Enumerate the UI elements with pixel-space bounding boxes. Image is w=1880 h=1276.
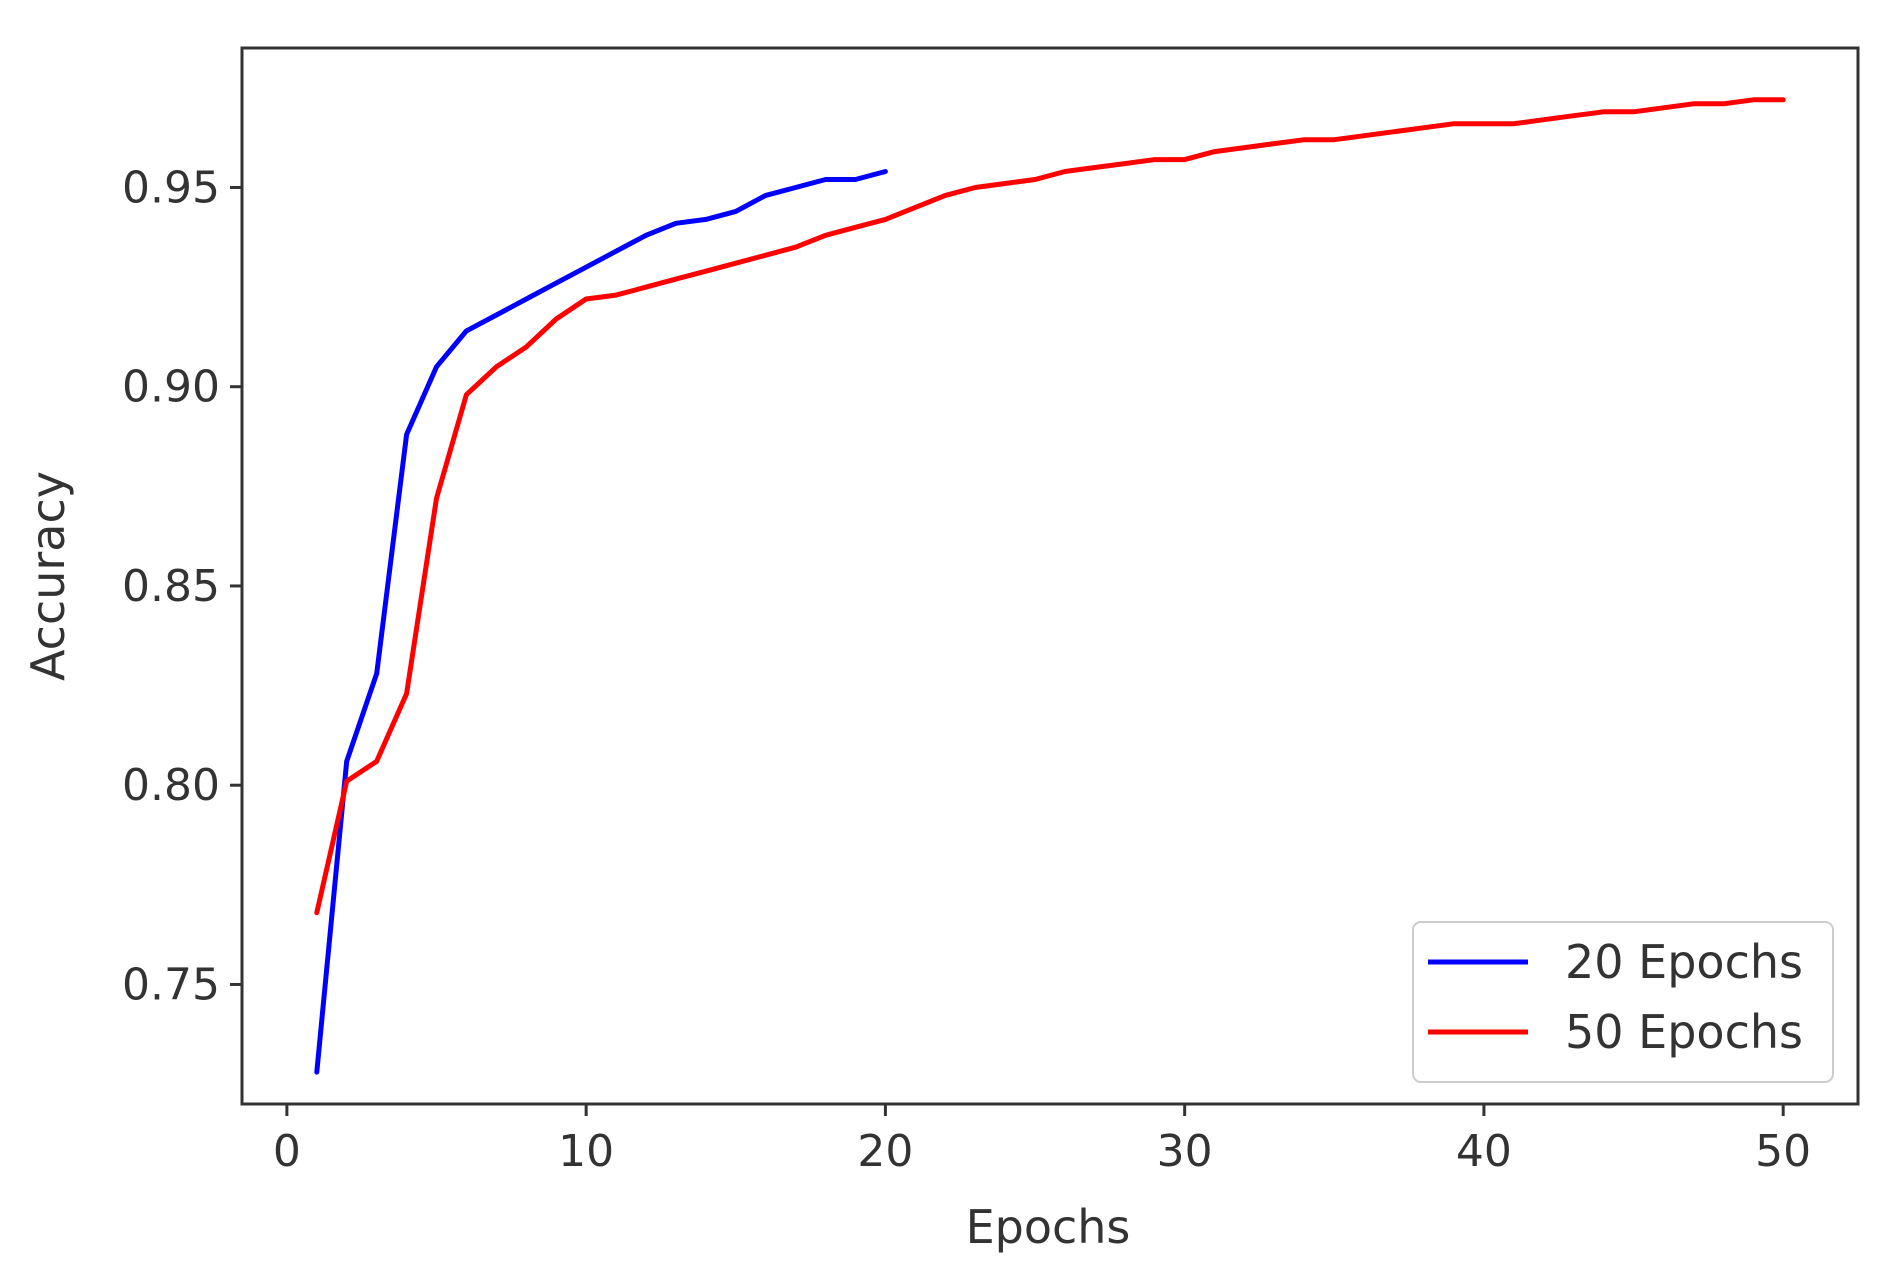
series-line-50-epochs (314, 97, 1786, 916)
y-axis-label: Accuracy (21, 471, 75, 681)
legend-label-50-epochs: 50 Epochs (1565, 1005, 1803, 1059)
x-tick-label: 30 (1157, 1126, 1213, 1177)
legend-label-20-epochs: 20 Epochs (1565, 935, 1803, 989)
x-tick-label: 0 (273, 1126, 301, 1177)
legend: 20 Epochs 50 Epochs (1412, 921, 1834, 1083)
series-line-20-epochs (314, 169, 888, 1075)
x-axis-label: Epochs (966, 1200, 1131, 1254)
y-tick-label: 0.90 (122, 362, 220, 413)
y-tick-label: 0.80 (122, 760, 220, 811)
y-tick-label: 0.85 (122, 561, 220, 612)
x-tick-label: 50 (1755, 1126, 1811, 1177)
x-axis: 0 10 20 30 40 50 (273, 1104, 1811, 1177)
x-tick-label: 10 (558, 1126, 614, 1177)
x-tick-label: 40 (1456, 1126, 1512, 1177)
x-tick-label: 20 (857, 1126, 913, 1177)
series-layer (314, 97, 1786, 1075)
y-tick-label: 0.75 (122, 959, 220, 1010)
y-tick-label: 0.95 (122, 162, 220, 213)
y-axis: 0.75 0.80 0.85 0.90 0.95 (122, 162, 242, 1010)
plot-frame (240, 46, 1860, 1106)
